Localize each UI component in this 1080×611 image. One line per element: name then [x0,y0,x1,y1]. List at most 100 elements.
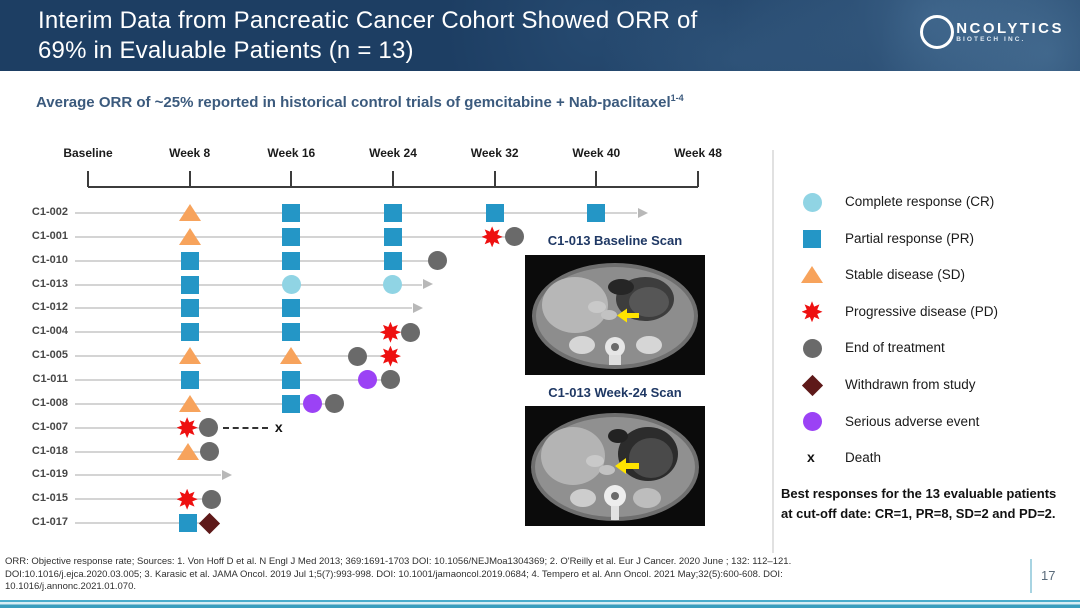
legend-label: End of treatment [845,340,945,356]
pr-marker [383,227,402,246]
legend-label: Stable disease (SD) [845,267,966,283]
sae-marker [802,412,822,432]
sd-marker [801,266,823,284]
legend-label: Death [845,450,882,466]
eot-marker [325,394,345,414]
page-title: Interim Data from Pancreatic Cancer Coho… [38,6,697,66]
axis-label: Baseline [63,146,113,160]
cr-marker [281,275,301,295]
sae-marker [358,370,378,390]
legend-label: Complete response (CR) [845,194,995,209]
axis-label: Week 16 [267,146,316,160]
row-track-line [75,402,335,405]
eot-marker [427,251,447,271]
pr-marker [282,299,301,318]
page-number-divider [1030,559,1032,593]
page-number: 17 [1041,568,1056,583]
patient-label: C1-015 [31,492,68,505]
row-track-line [75,283,423,286]
ongoing-arrow-icon [222,469,233,480]
axis-tick [696,171,699,187]
scan-baseline-label: C1-013 Baseline Scan [547,233,683,248]
sd-marker [178,204,201,221]
row-track-line [75,498,212,501]
death-marker: x [274,418,283,435]
eot-marker [347,346,367,366]
ct-scan-baseline-image [525,255,705,375]
pr-marker [180,323,199,342]
patient-label: C1-010 [31,253,68,266]
legend-item [788,445,1076,472]
axis-label: Week 40 [572,146,621,160]
eot-marker [200,442,220,461]
eot-marker [401,322,421,342]
pr-marker [282,323,301,342]
row-track-line [75,212,637,214]
cr-marker [383,275,403,295]
logo-subtext: BIOTECH INC. [956,35,1026,43]
pr-marker [180,370,199,389]
pr-marker [485,204,504,222]
pr-marker [282,394,301,413]
lesion-arrow-icon [615,458,639,474]
subtitle-reference-superscript: 1-4 [670,93,684,103]
sae-marker [303,394,323,414]
axis-tick [391,171,394,187]
pd-marker [801,301,823,323]
title-line-2: 69% in Evaluable Patients (n = 13) [38,37,414,64]
ct-scan-week24-image [525,406,705,526]
bottom-accent-bar [0,600,1080,608]
ongoing-arrow-icon [413,302,424,313]
pr-marker [803,229,821,248]
axis-tick [595,171,598,187]
logo-text: NCOLYTICS [956,19,1064,37]
title-line-1: Interim Data from Pancreatic Cancer Coho… [38,7,698,34]
row-track-line [75,474,222,477]
death-marker: x [807,449,815,466]
footnote: ORR: Objective response rate; Sources: 1… [5,556,1020,594]
pd-marker [379,321,401,343]
patient-label: C1-008 [31,396,68,409]
patient-label: C1-002 [31,206,68,218]
row-track-line [75,426,209,429]
pr-marker [282,227,301,246]
oncolytics-logo: NCOLYTICS BIOTECH INC. [920,15,1064,49]
patient-label: C1-019 [31,468,68,481]
vertical-divider [772,150,774,553]
pd-marker [379,345,401,367]
subtitle-text: Average ORR of ~25% reported in historic… [36,94,671,111]
footnote-line-1: ORR: Objective response rate; Sources: 1… [5,556,792,567]
axis-tick [188,171,191,187]
patient-label: C1-012 [31,301,68,314]
row-track-line [75,331,411,334]
ongoing-arrow-icon [423,279,434,290]
patient-label: C1-001 [31,229,68,242]
ongoing-arrow-icon [637,207,648,218]
footnote-line-2: DOI:10.1016/j.ejca.2020.03.005; 3. Karas… [5,568,783,580]
axis-tick [87,171,89,187]
best-response-line-1: Best responses for the 13 evaluable pati… [781,486,1057,501]
pr-marker [282,251,301,270]
best-response-note: Best responses for the 13 evaluable pati… [781,484,1076,524]
axis-tick [290,171,293,187]
eot-marker [380,370,400,390]
scan-week24-label: C1-013 Week-24 Scan [548,385,682,400]
sd-marker [178,347,201,365]
row-track-line [75,307,413,310]
patient-label: C1-007 [31,420,68,433]
eot-marker [802,338,822,358]
death-dashed-line [222,426,269,429]
axis-label: Week 32 [470,146,519,160]
cr-marker [802,192,822,212]
pd-marker [481,226,503,248]
eot-marker [505,227,525,247]
eot-marker [199,418,219,438]
sd-marker [280,347,303,365]
pr-marker [180,251,199,270]
lesion-arrow-icon [617,308,639,323]
row-track-line [75,522,210,525]
pr-marker [383,251,402,270]
